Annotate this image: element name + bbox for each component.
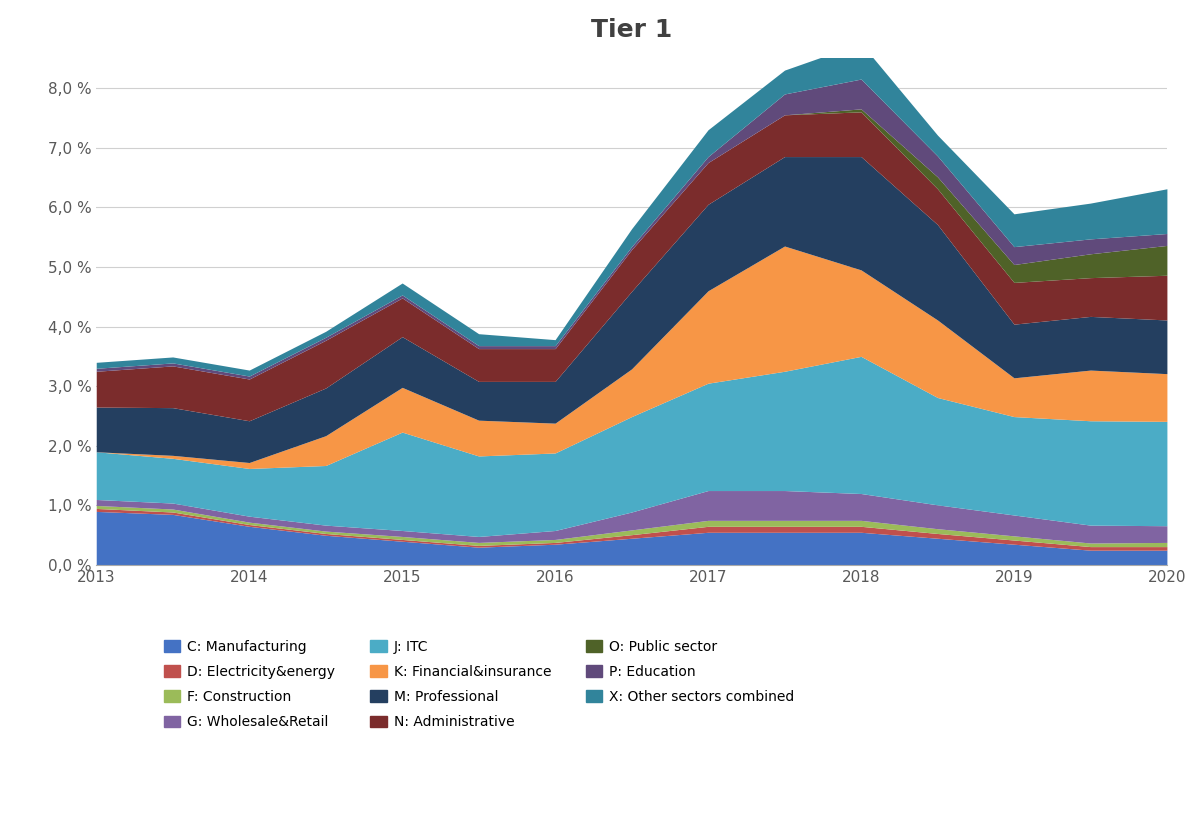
Legend: C: Manufacturing, D: Electricity&energy, F: Construction, G: Wholesale&Retail, J: C: Manufacturing, D: Electricity&energy,… <box>156 633 801 736</box>
Title: Tier 1: Tier 1 <box>591 18 672 42</box>
